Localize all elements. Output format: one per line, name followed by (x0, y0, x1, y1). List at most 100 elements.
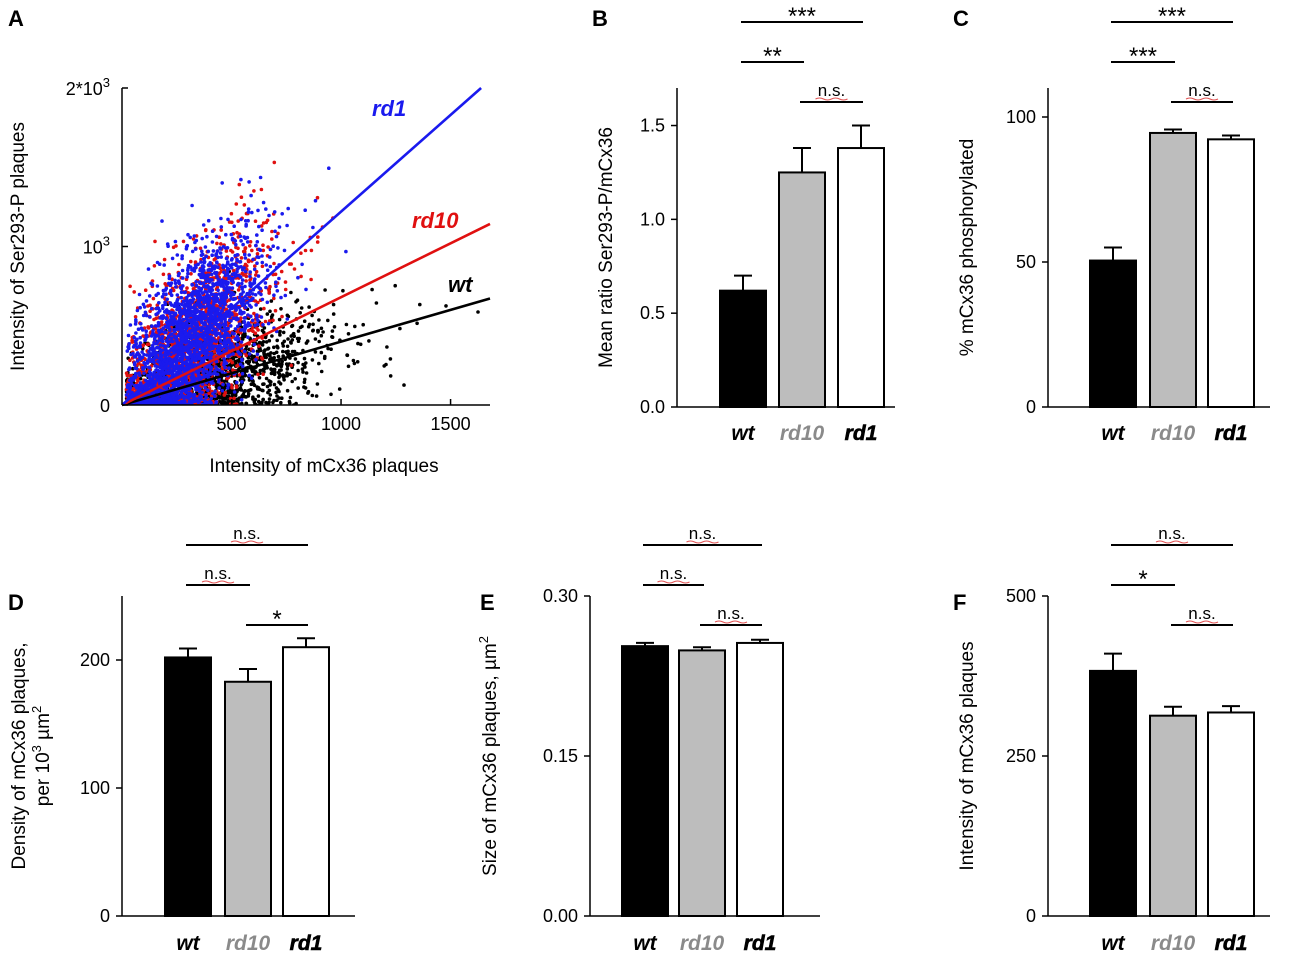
scatter-point-rd1 (222, 338, 227, 343)
scatter-point-wt (219, 400, 223, 405)
scatter-point-rd1 (240, 278, 245, 282)
scatter-point-rd1 (155, 341, 159, 346)
scatter-point-rd1 (217, 386, 221, 390)
scatter-point-rd1 (161, 306, 165, 311)
scatter-point-rd1 (246, 207, 251, 211)
scatter-point-rd1 (169, 336, 174, 341)
scatter-point-rd1 (169, 288, 173, 293)
scatter-point-rd1 (240, 303, 245, 308)
scatter-point-rd1 (129, 352, 133, 357)
scatter-point-rd10 (254, 269, 259, 274)
scatter-point-rd1 (249, 284, 253, 289)
scatter-point-rd1 (157, 351, 162, 355)
scatter-point-rd1 (211, 305, 216, 309)
scatter-point-rd1 (264, 263, 269, 267)
scatter-point-rd10 (128, 284, 132, 289)
scatter-point-wt (319, 333, 324, 338)
scatter-point-rd1 (199, 395, 204, 399)
scatter-point-rd1 (251, 349, 256, 353)
scatter-point-rd1 (227, 286, 232, 290)
scatter-point-wt (295, 298, 300, 303)
scatter-point-rd10 (272, 296, 276, 301)
scatter-point-rd1 (138, 335, 142, 340)
scatter-point-wt (278, 374, 282, 378)
scatter-point-wt (323, 354, 327, 359)
scatter-point-rd1 (171, 322, 175, 327)
scatter-point-rd1 (220, 328, 225, 333)
scatter-point-rd1 (192, 234, 197, 238)
scatter-point-rd1 (155, 284, 160, 288)
scatter-point-rd1 (208, 370, 212, 374)
scatter-point-rd1 (135, 386, 139, 390)
scatter-point-wt (246, 392, 251, 396)
scatter-point-rd1 (249, 314, 253, 319)
scatter-point-wt (256, 394, 261, 398)
scatter-point-rd1 (201, 257, 206, 261)
scatter-point-rd1 (238, 234, 243, 239)
scatter-point-rd1 (264, 285, 268, 290)
scatter-point-rd1 (211, 249, 216, 253)
scatter-point-rd10 (264, 220, 269, 225)
scatter-point-wt (279, 400, 283, 405)
scatter-point-rd1 (169, 281, 174, 285)
scatter-point-rd1 (192, 326, 197, 331)
scatter-point-wt (331, 302, 336, 307)
scatter-point-rd10 (259, 187, 264, 192)
scatter-point-rd1 (244, 305, 248, 310)
scatter-point-rd10 (148, 309, 152, 314)
scatter-point-rd1 (133, 366, 137, 370)
scatter-point-wt (302, 380, 307, 385)
scatter-point-wt (272, 351, 277, 356)
scatter-point-rd1 (229, 297, 233, 301)
scatter-point-rd1 (158, 343, 163, 347)
scatter-point-rd1 (148, 315, 152, 319)
scatter-point-rd1 (132, 361, 137, 365)
scatter-point-rd1 (216, 288, 220, 293)
scatter-point-rd1 (164, 387, 169, 392)
scatter-point-rd1 (235, 334, 239, 339)
scatter-point-rd1 (174, 320, 178, 324)
scatter-point-wt (258, 368, 263, 373)
scatter-point-rd1 (127, 346, 131, 351)
scatter-point-rd1 (180, 340, 184, 345)
scatter-point-wt (262, 350, 266, 355)
scatter-point-wt (239, 388, 244, 392)
scatter-point-rd10 (309, 277, 313, 282)
scatter-point-rd1 (209, 351, 213, 356)
scatter-point-rd1 (211, 292, 216, 297)
scatter-point-rd1 (214, 234, 219, 239)
scatter-point-rd1 (186, 299, 191, 304)
scatter-point-rd10 (263, 319, 268, 324)
scatter-point-rd1 (189, 335, 194, 340)
scatter-point-rd1 (214, 293, 219, 298)
scatter-point-rd1 (231, 352, 235, 356)
scatter-point-rd1 (250, 318, 255, 323)
scatter-point-rd1 (274, 280, 278, 285)
scatter-point-rd1 (248, 270, 252, 274)
scatter-point-rd1 (239, 340, 244, 344)
scatter-point-rd1 (267, 255, 272, 259)
scatter-point-wt (276, 354, 281, 359)
scatter-point-rd1 (268, 264, 273, 269)
scatter-point-wt (317, 318, 321, 322)
scatter-point-rd1 (246, 321, 251, 325)
scatter-point-rd1 (158, 347, 163, 352)
scatter-point-wt (231, 356, 236, 361)
scatter-point-rd1 (198, 344, 203, 349)
scatter-point-rd1 (128, 390, 133, 395)
scatter-point-rd10 (143, 357, 147, 362)
scatter-point-rd1 (206, 249, 211, 254)
scatter-point-rd1 (274, 234, 279, 239)
scatter-point-wt (356, 341, 360, 346)
scatter-point-rd1 (184, 316, 189, 321)
scatter-point-rd10 (250, 248, 254, 253)
scatter-point-rd1 (233, 253, 237, 258)
scatter-point-rd1 (126, 333, 131, 338)
scatter-point-rd1 (255, 313, 259, 317)
scatter-point-rd1 (230, 236, 235, 241)
scatter-point-rd10 (235, 330, 240, 334)
scatter-point-rd1 (188, 398, 192, 403)
scatter-point-wt (264, 340, 269, 344)
scatter-point-rd1 (218, 324, 222, 328)
scatter-point-rd1 (250, 292, 255, 296)
